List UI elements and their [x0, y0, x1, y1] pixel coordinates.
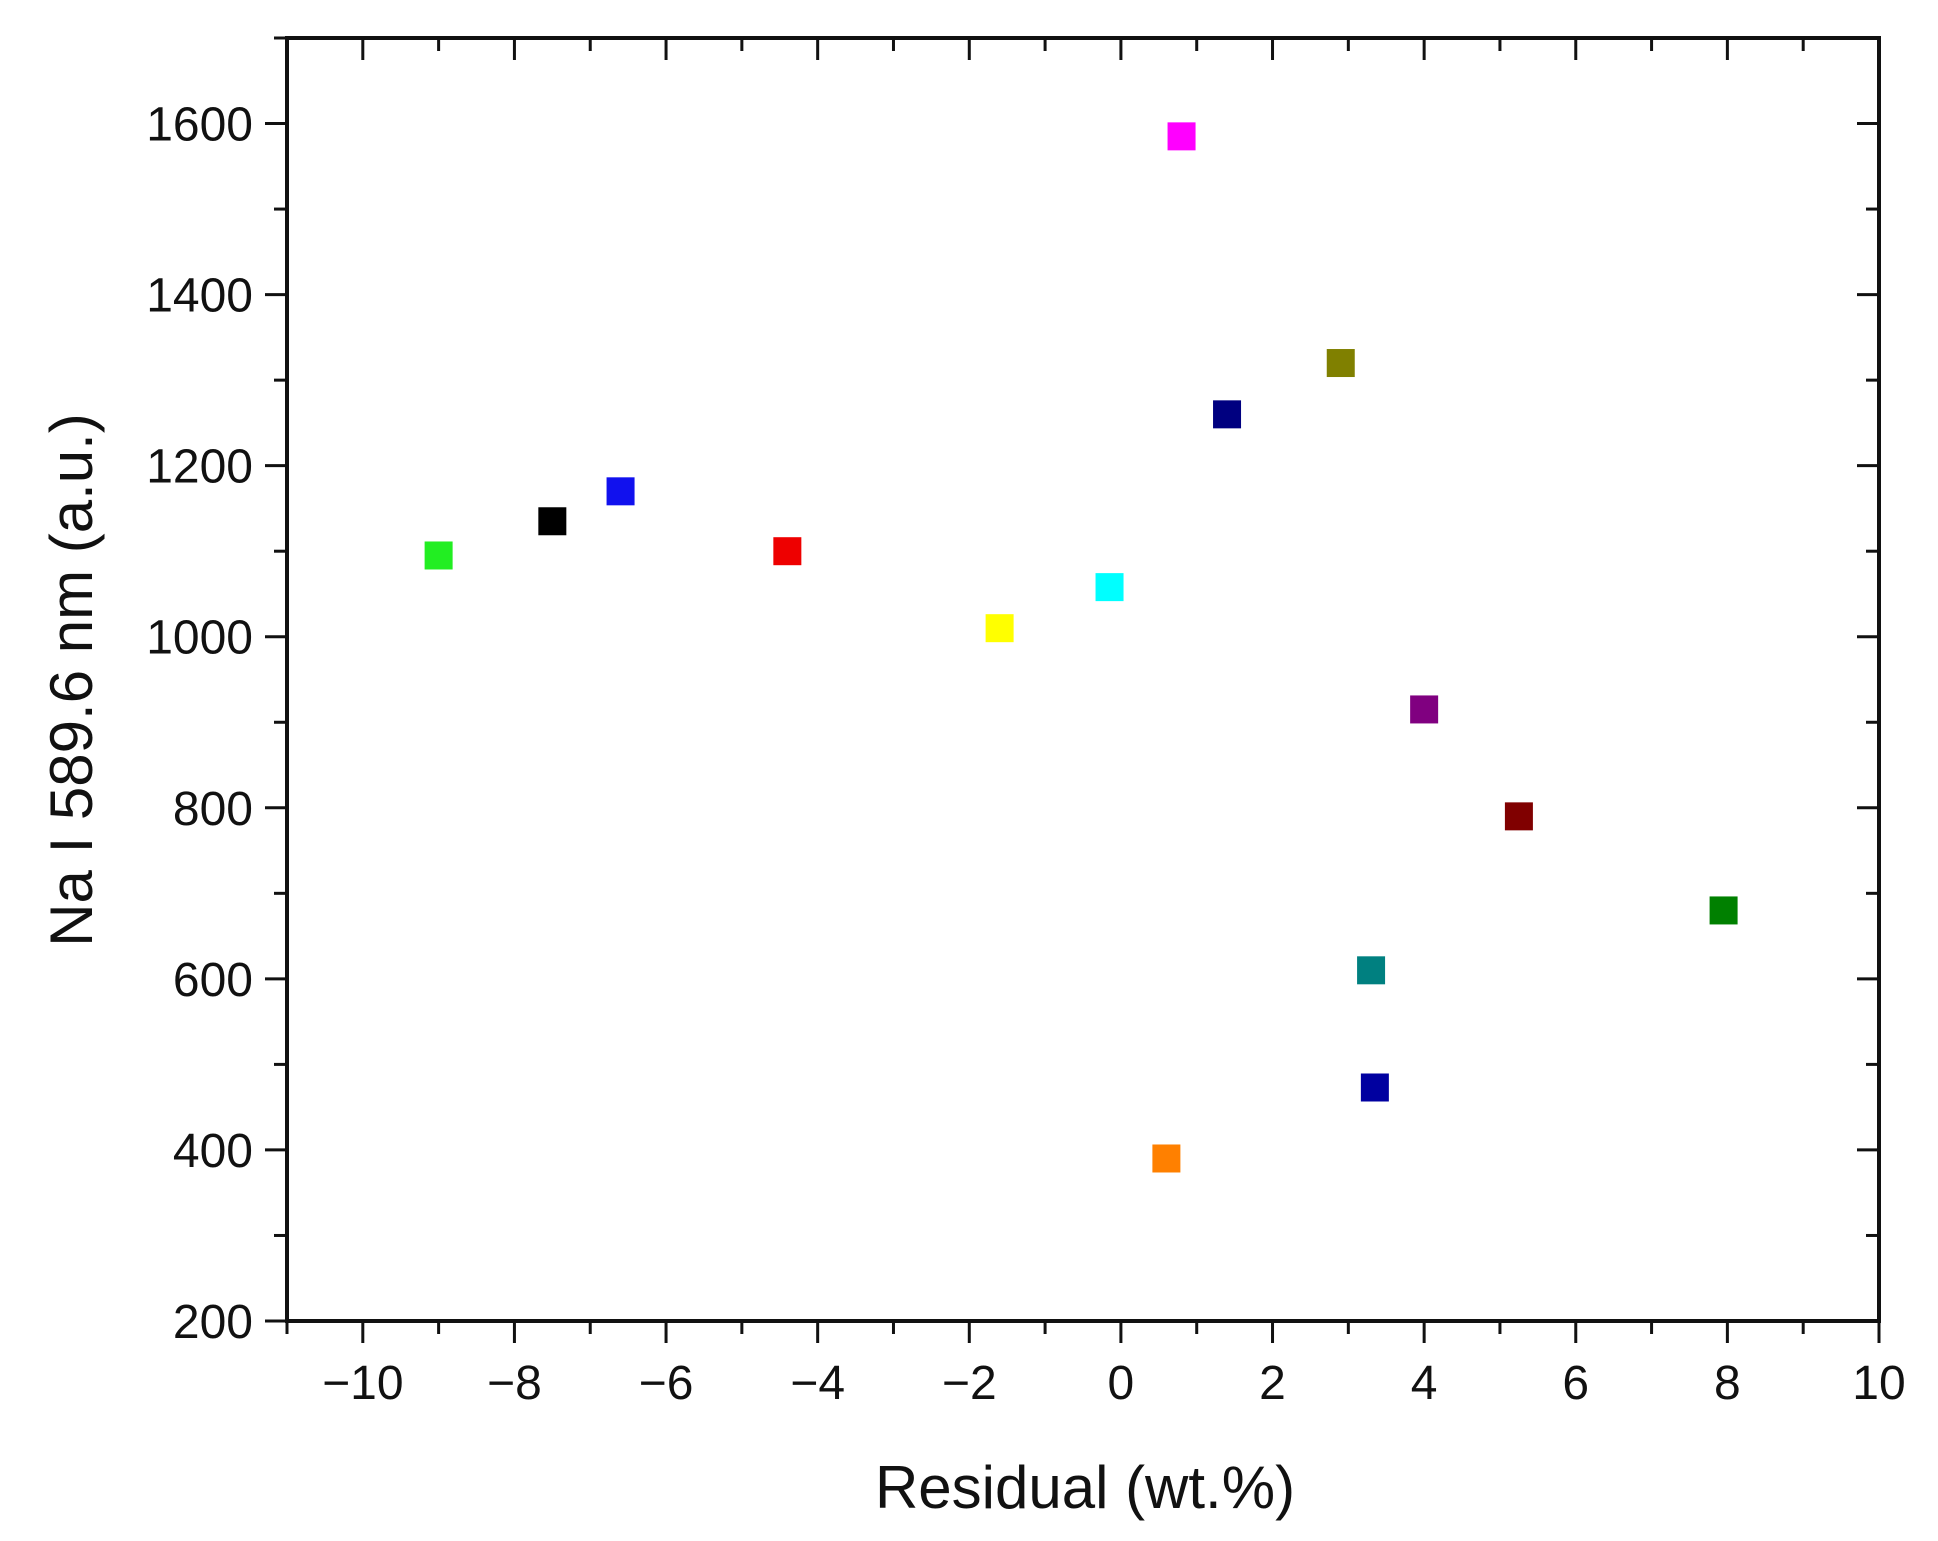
- x-tick-label: −2: [942, 1357, 997, 1410]
- data-point-6: [1095, 573, 1124, 602]
- data-point-5: [985, 614, 1014, 643]
- data-point-11: [1357, 956, 1386, 985]
- data-point-14: [1504, 802, 1533, 831]
- x-tick-label: −10: [322, 1357, 403, 1410]
- y-axis-title: Na I 589.6 nm (a.u.): [38, 413, 105, 947]
- plot-area: [285, 36, 1881, 1323]
- x-tick-label: 8: [1714, 1357, 1741, 1410]
- y-tick-label: 200: [173, 1296, 253, 1349]
- x-tick-label: −4: [790, 1357, 845, 1410]
- x-tick-label: 10: [1852, 1357, 1905, 1410]
- data-point-15: [1709, 896, 1738, 925]
- data-points: [424, 122, 1738, 1173]
- data-point-1: [424, 541, 453, 570]
- x-tick-label: 4: [1411, 1357, 1438, 1410]
- y-tick-label: 400: [173, 1125, 253, 1178]
- y-axis: 200 400 600 800 1000 1200 1400 1600: [146, 36, 1879, 1349]
- y-tick-label: 800: [173, 783, 253, 836]
- data-point-3: [606, 477, 635, 506]
- data-point-4: [773, 537, 802, 566]
- x-tick-label: −6: [639, 1357, 694, 1410]
- data-point-13: [1410, 695, 1439, 724]
- data-point-10: [1326, 349, 1355, 378]
- data-point-12: [1360, 1073, 1389, 1102]
- y-tick-label: 1200: [146, 441, 253, 494]
- y-tick-label: 600: [173, 954, 253, 1007]
- y-tick-label: 1600: [146, 99, 253, 152]
- data-point-7: [1152, 1144, 1181, 1173]
- x-tick-label: 2: [1259, 1357, 1286, 1410]
- x-axis-title: Residual (wt.%): [875, 1454, 1295, 1521]
- data-point-8: [1167, 122, 1196, 151]
- y-tick-label: 1400: [146, 270, 253, 323]
- x-tick-label: −8: [487, 1357, 542, 1410]
- data-point-9: [1213, 400, 1242, 429]
- data-point-2: [538, 507, 567, 536]
- y-tick-label: 1000: [146, 612, 253, 665]
- plot-frame: [285, 36, 1881, 1323]
- x-tick-label: 6: [1562, 1357, 1589, 1410]
- x-axis: −10 −8 −6 −4 −2 0 2 4 6 8 10: [285, 38, 1906, 1410]
- x-tick-label: 0: [1108, 1357, 1135, 1410]
